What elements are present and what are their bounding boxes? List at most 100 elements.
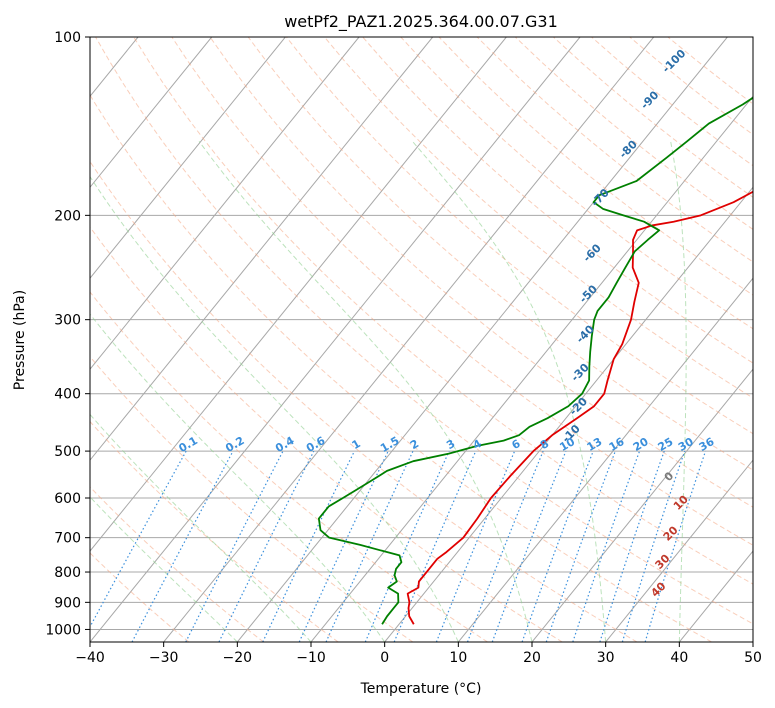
dry-adiabat-label: -60 bbox=[581, 241, 604, 264]
axes: −40 −30 −20 −10 0 10 20 30 40 50 1000 900 800 700 600 5… bbox=[45, 30, 762, 666]
dry-adiabat bbox=[90, 420, 339, 642]
mixing-ratio-label: 0.1 bbox=[177, 434, 200, 455]
mixing-ratio-line bbox=[621, 450, 686, 642]
isotherm-gridline bbox=[163, 37, 655, 642]
isotherm-gridline bbox=[531, 368, 753, 642]
isotherm-gridline bbox=[90, 37, 434, 461]
y-tick-label: 1000 bbox=[45, 622, 81, 638]
dry-adiabat bbox=[209, 37, 753, 508]
dry-adiabat bbox=[90, 355, 414, 642]
dry-adiabat bbox=[324, 37, 753, 399]
isotherm-gridline bbox=[0, 37, 64, 642]
moist-adiabat-label: 40 bbox=[648, 579, 668, 599]
moist-adiabat bbox=[90, 413, 312, 642]
mixing-ratio-label: 1 bbox=[350, 437, 363, 452]
dry-adiabat bbox=[90, 94, 712, 642]
y-tick-label: 400 bbox=[54, 387, 81, 403]
mixing-ratio-label: 6 bbox=[510, 437, 523, 452]
dry-adiabat bbox=[362, 37, 753, 364]
moist-adiabat bbox=[198, 141, 533, 642]
isotherm-gridline bbox=[90, 37, 507, 552]
dry-adiabat bbox=[90, 291, 488, 642]
mixing-ratio-line bbox=[466, 450, 544, 642]
isotherm-gridline bbox=[90, 37, 360, 370]
dry-adiabat bbox=[90, 226, 563, 642]
y-tick-label: 800 bbox=[54, 565, 81, 581]
moist-adiabat bbox=[90, 175, 459, 642]
mixing-ratio-label: 1.5 bbox=[378, 434, 401, 455]
mixing-ratio-line bbox=[262, 450, 355, 642]
y-tick-label: 500 bbox=[54, 444, 81, 460]
mixing-ratio-line bbox=[393, 450, 477, 642]
mixing-ratio-label: 0.2 bbox=[223, 434, 246, 455]
moist-adiabat bbox=[90, 313, 386, 642]
x-tick-label: 10 bbox=[449, 650, 467, 666]
isotherm-gridline bbox=[90, 37, 286, 280]
mixing-ratio-line bbox=[131, 450, 234, 642]
x-tick-label: −40 bbox=[75, 650, 105, 666]
y-tick-label: 300 bbox=[54, 313, 81, 329]
data-lines bbox=[317, 96, 753, 625]
dry-adiabat-label: -20 bbox=[567, 395, 590, 418]
isotherm-gridline bbox=[90, 37, 213, 189]
mixing-ratio-line bbox=[218, 450, 315, 642]
dry-adiabat bbox=[90, 552, 190, 642]
x-tick-label: −10 bbox=[296, 650, 326, 666]
dry-adiabat bbox=[171, 37, 753, 546]
dry-adiabat bbox=[514, 37, 753, 230]
moist-adiabat bbox=[670, 141, 687, 642]
dry-adiabat bbox=[476, 37, 753, 263]
isotherm-gridline bbox=[384, 186, 753, 642]
mixing-ratio-line bbox=[599, 450, 665, 642]
mixing-ratio-line bbox=[435, 450, 516, 642]
dry-adiabat-label: -100 bbox=[660, 47, 689, 76]
y-tick-label: 700 bbox=[54, 531, 81, 547]
mixing-ratio-label: 0.4 bbox=[273, 434, 297, 455]
plot-frame bbox=[89, 36, 754, 643]
x-tick-label: −20 bbox=[223, 650, 253, 666]
isotherm-gridline bbox=[752, 641, 753, 642]
mixing-ratio-line bbox=[572, 450, 641, 642]
moist-adiabat-label: 10 bbox=[671, 492, 691, 512]
dry-adiabat bbox=[90, 160, 638, 642]
dry-adiabat-label: -50 bbox=[577, 282, 600, 305]
x-tick-label: 30 bbox=[597, 650, 615, 666]
isotherm-gridline bbox=[90, 37, 581, 642]
x-axis-label: Temperature (°C) bbox=[360, 681, 482, 697]
mixing-ratio-line bbox=[545, 450, 616, 642]
mixing-ratio-label: 3 bbox=[444, 437, 457, 452]
y-tick-label: 200 bbox=[54, 208, 81, 224]
y-tick-label: 600 bbox=[54, 491, 81, 507]
mixing-ratio-label: 2 bbox=[408, 437, 421, 452]
x-tick-label: 40 bbox=[670, 650, 688, 666]
dry-adiabat-label: -70 bbox=[589, 186, 612, 209]
line-labels: -100-90-80-70-60-50-40-30-20-1000.1 0.2 0.… bbox=[177, 47, 717, 600]
y-axis-label: Pressure (hPa) bbox=[12, 290, 28, 390]
moist-adiabat bbox=[412, 140, 607, 642]
x-tick-label: 20 bbox=[523, 650, 541, 666]
x-tick-label: 0 bbox=[380, 650, 389, 666]
dry-adiabat-label: -80 bbox=[617, 138, 640, 161]
mixing-ratio-line bbox=[521, 450, 594, 642]
dry-adiabat bbox=[95, 37, 753, 625]
y-tick-label: 900 bbox=[54, 595, 81, 611]
temperature-profile bbox=[406, 190, 753, 625]
x-tick-label: −30 bbox=[149, 650, 179, 666]
dry-adiabat-label: -90 bbox=[638, 88, 661, 111]
isotherm-gridline bbox=[236, 37, 728, 642]
mixing-ratio-line bbox=[644, 450, 707, 642]
isotherm-gridline bbox=[605, 459, 753, 642]
dry-adiabat bbox=[438, 37, 753, 296]
moist-adiabat-label: 30 bbox=[653, 552, 673, 572]
dewpoint-profile bbox=[317, 96, 753, 625]
dry-adiabat bbox=[591, 37, 753, 167]
isotherm-gridline bbox=[457, 277, 753, 642]
mixing-ratio-line bbox=[491, 450, 567, 642]
mixing-ratio-line bbox=[185, 450, 284, 642]
x-tick-label: 50 bbox=[744, 650, 762, 666]
dry-adiabat bbox=[133, 37, 753, 585]
dry-adiabat bbox=[667, 37, 753, 105]
chart-title: wetPf2_PAZ1.2025.364.00.07.G31 bbox=[284, 12, 558, 32]
background-lines bbox=[0, 37, 753, 642]
